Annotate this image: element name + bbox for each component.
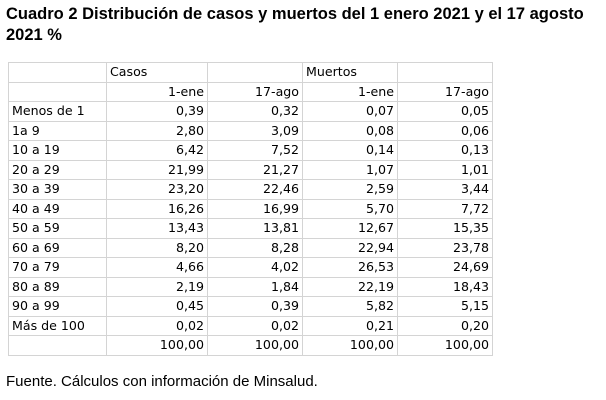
table-row: 1a 9 2,80 3,09 0,08 0,06 [8,120,493,141]
row-label: Más de 100 [8,315,107,336]
value-cell: 22,46 [207,179,303,200]
row-label: 30 a 39 [8,179,107,200]
value-cell: 26,53 [302,257,398,278]
source-note: Fuente. Cálculos con información de Mins… [6,373,318,390]
value-cell: 1,84 [207,276,303,297]
value-cell: 22,19 [302,276,398,297]
row-label: 40 a 49 [8,198,107,219]
value-cell: 23,20 [106,179,208,200]
value-cell: 0,39 [106,101,208,122]
value-cell: 3,44 [397,179,493,200]
value-cell: 2,80 [106,120,208,141]
row-label: 1a 9 [8,120,107,141]
row-label: 70 a 79 [8,257,107,278]
header-cell-blank [207,62,303,83]
header-cell-empty [8,62,107,83]
subheader-muertos-17-ago: 17-ago [397,81,493,102]
subheader-casos-1-ene: 1-ene [106,81,208,102]
value-cell: 0,14 [302,140,398,161]
table-row: 90 a 99 0,45 0,39 5,82 5,15 [8,296,493,317]
value-cell: 100,00 [207,335,303,356]
table-body: Casos Muertos 1-ene 17-ago 1-ene 17-ago … [8,62,493,356]
value-cell: 7,72 [397,198,493,219]
value-cell: 0,08 [302,120,398,141]
value-cell: 6,42 [106,140,208,161]
value-cell: 21,27 [207,159,303,180]
value-cell: 15,35 [397,218,493,239]
table-row: 30 a 39 23,20 22,46 2,59 3,44 [8,179,493,200]
value-cell: 0,21 [302,315,398,336]
value-cell: 0,02 [106,315,208,336]
value-cell: 24,69 [397,257,493,278]
table-row: Menos de 1 0,39 0,32 0,07 0,05 [8,101,493,122]
value-cell: 4,02 [207,257,303,278]
value-cell: 18,43 [397,276,493,297]
value-cell: 5,82 [302,296,398,317]
value-cell: 13,81 [207,218,303,239]
header-cell-muertos: Muertos [302,62,398,83]
distribution-table: Casos Muertos 1-ene 17-ago 1-ene 17-ago … [8,62,493,356]
value-cell: 8,28 [207,237,303,258]
value-cell: 0,06 [397,120,493,141]
row-label: 80 a 89 [8,276,107,297]
value-cell: 0,02 [207,315,303,336]
value-cell: 23,78 [397,237,493,258]
row-label: 60 a 69 [8,237,107,258]
table-row: 20 a 29 21,99 21,27 1,07 1,01 [8,159,493,180]
value-cell: 21,99 [106,159,208,180]
group-header-row: Casos Muertos [8,62,493,83]
value-cell: 0,07 [302,101,398,122]
row-label: Menos de 1 [8,101,107,122]
value-cell: 0,05 [397,101,493,122]
row-label: 20 a 29 [8,159,107,180]
row-label [8,335,107,356]
value-cell: 2,19 [106,276,208,297]
subheader-casos-17-ago: 17-ago [207,81,303,102]
value-cell: 8,20 [106,237,208,258]
value-cell: 22,94 [302,237,398,258]
value-cell: 100,00 [397,335,493,356]
value-cell: 100,00 [302,335,398,356]
table-row: 10 a 19 6,42 7,52 0,14 0,13 [8,140,493,161]
value-cell: 100,00 [106,335,208,356]
value-cell: 0,13 [397,140,493,161]
row-label: 90 a 99 [8,296,107,317]
value-cell: 2,59 [302,179,398,200]
table-row: 80 a 89 2,19 1,84 22,19 18,43 [8,276,493,297]
value-cell: 0,32 [207,101,303,122]
row-label: 50 a 59 [8,218,107,239]
header-cell-blank [397,62,493,83]
value-cell: 16,26 [106,198,208,219]
subheader-cell-empty [8,81,107,102]
row-label: 10 a 19 [8,140,107,161]
sub-header-row: 1-ene 17-ago 1-ene 17-ago [8,81,493,102]
value-cell: 1,01 [397,159,493,180]
subheader-muertos-1-ene: 1-ene [302,81,398,102]
value-cell: 13,43 [106,218,208,239]
value-cell: 7,52 [207,140,303,161]
table-row: 50 a 59 13,43 13,81 12,67 15,35 [8,218,493,239]
table-row: 60 a 69 8,20 8,28 22,94 23,78 [8,237,493,258]
value-cell: 0,39 [207,296,303,317]
value-cell: 0,20 [397,315,493,336]
value-cell: 3,09 [207,120,303,141]
value-cell: 1,07 [302,159,398,180]
value-cell: 12,67 [302,218,398,239]
table-row: Más de 100 0,02 0,02 0,21 0,20 [8,315,493,336]
table-row: 100,00 100,00 100,00 100,00 [8,335,493,356]
value-cell: 0,45 [106,296,208,317]
table-row: 70 a 79 4,66 4,02 26,53 24,69 [8,257,493,278]
value-cell: 4,66 [106,257,208,278]
header-cell-casos: Casos [106,62,208,83]
value-cell: 5,15 [397,296,493,317]
value-cell: 5,70 [302,198,398,219]
table-title: Cuadro 2 Distribución de casos y muertos… [6,5,584,44]
value-cell: 16,99 [207,198,303,219]
table-row: 40 a 49 16,26 16,99 5,70 7,72 [8,198,493,219]
